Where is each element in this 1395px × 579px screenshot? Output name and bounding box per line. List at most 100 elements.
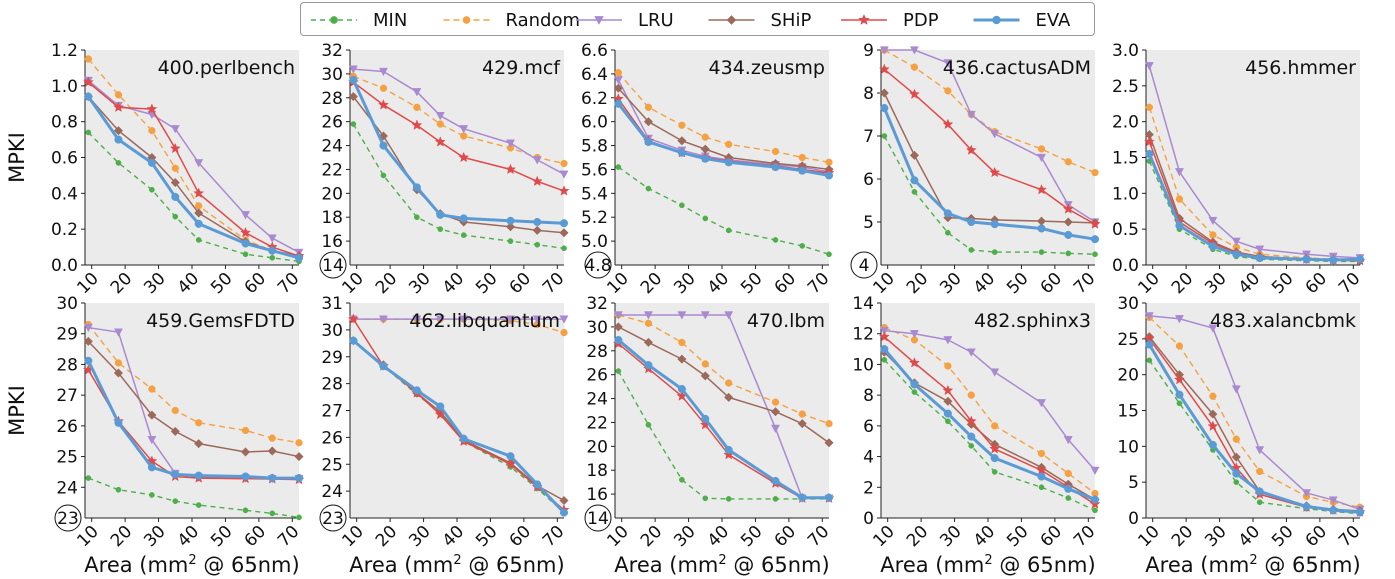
axis-break-label: 23 (57, 509, 79, 529)
series-eva (1145, 149, 1365, 265)
x-tick-label: 60 (771, 522, 800, 551)
data-point-random (560, 159, 568, 168)
y-tick-label: 5.0 (581, 232, 608, 252)
x-tick-label: 30 (140, 269, 169, 298)
data-point-min (85, 475, 92, 481)
x-tick-label: 60 (1037, 522, 1066, 551)
data-point-pdp (558, 185, 570, 196)
series-line-random (883, 49, 1096, 174)
data-point-eva (880, 104, 889, 113)
series-eva (880, 104, 1100, 244)
y-tick-label: 8 (863, 84, 874, 104)
data-point-random (701, 360, 709, 368)
data-point-min (507, 238, 514, 244)
data-point-random (1145, 103, 1153, 111)
data-point-eva (1255, 253, 1264, 262)
legend-graphic: MIN Random LRU SHiP PDP EVA (311, 10, 1071, 31)
x-tick-label: 60 (771, 269, 800, 298)
y-tick-label: 24 (321, 137, 343, 157)
x-tick-label: 70 (1070, 522, 1099, 551)
data-point-eva (379, 141, 388, 150)
x-tick-label: 50 (737, 269, 766, 298)
data-point-pdp (989, 443, 1001, 454)
series-line-random (87, 324, 300, 444)
y-tick-label: 0.0 (1112, 256, 1139, 276)
data-point-random (771, 398, 780, 406)
data-point-min (881, 356, 888, 363)
legend-marker-ship (726, 15, 737, 25)
y-axis-title: MPKI (5, 132, 29, 183)
data-point-eva (1329, 255, 1338, 265)
y-tick-label: 26 (321, 428, 343, 448)
data-point-min (296, 514, 302, 521)
data-point-min (195, 502, 202, 508)
data-point-min (1233, 479, 1240, 486)
data-point-min (772, 496, 779, 502)
panel-title: 459.GemsFDTD (146, 310, 295, 332)
data-point-lru (1328, 496, 1338, 505)
series-eva (349, 75, 569, 228)
y-tick-label: 6.6 (581, 41, 608, 61)
data-point-lru (643, 311, 653, 320)
data-point-random (1256, 467, 1264, 476)
data-point-eva (1302, 255, 1311, 264)
x-tick-label: 30 (405, 522, 434, 551)
data-point-min (1256, 499, 1263, 506)
y-tick-label: 20 (321, 184, 343, 204)
y-tick-label: 0 (863, 509, 874, 529)
x-tick-label: 30 (936, 269, 965, 298)
y-tick-label: 25 (1117, 330, 1139, 350)
data-point-lru (1255, 245, 1265, 254)
series-line-lru (884, 49, 1096, 223)
data-point-pdp (1035, 183, 1048, 195)
data-point-pdp (504, 458, 517, 469)
x-tick-label: 70 (1335, 269, 1364, 298)
x-axis-title: Area (mm2 @ 65nm) (84, 553, 299, 577)
data-point-random (1037, 145, 1046, 153)
panel-title: 400.perlbench (158, 57, 295, 79)
data-point-random (1175, 342, 1184, 350)
y-tick-label: 22 (586, 413, 608, 433)
y-tick-label: 30 (1117, 294, 1139, 314)
data-point-min (380, 172, 387, 179)
series-line-eva (617, 102, 830, 177)
x-tick-label: 20 (903, 269, 932, 298)
x-tick-label: 20 (1168, 269, 1197, 298)
data-point-pdp (965, 144, 977, 155)
series-line-random (1148, 316, 1361, 508)
data-point-min (1092, 507, 1098, 514)
data-point-eva (1064, 230, 1073, 239)
data-point-eva (644, 137, 653, 147)
data-point-eva (412, 386, 421, 395)
series-line-pdp (883, 68, 1096, 225)
data-point-eva (1090, 495, 1100, 504)
data-point-lru (378, 67, 388, 77)
data-point-random (678, 338, 686, 347)
data-point-random (967, 391, 975, 399)
data-point-pdp (942, 118, 954, 130)
panel-title: 470.lbm (747, 310, 825, 332)
data-point-eva (1302, 502, 1311, 511)
data-point-eva (194, 219, 203, 228)
data-point-random (171, 164, 179, 172)
data-point-pdp (377, 99, 389, 110)
data-point-lru (1174, 315, 1184, 324)
series-line-random (617, 72, 830, 163)
data-point-min (725, 227, 732, 234)
axis-break-circle (850, 251, 878, 279)
data-point-random (560, 328, 568, 337)
data-point-lru (909, 46, 919, 55)
legend-marker-lru (594, 16, 604, 25)
data-point-lru (724, 311, 734, 320)
data-point-eva (114, 418, 123, 427)
legend-label-lru: LRU (638, 10, 674, 31)
series-random (84, 320, 303, 447)
data-point-eva (349, 336, 358, 345)
y-tick-label: 5 (1128, 473, 1139, 493)
axis-break-label: 14 (322, 256, 344, 276)
y-tick-label: 0 (1128, 509, 1139, 529)
data-point-min (1038, 249, 1045, 255)
y-tick-label: 6 (863, 417, 874, 437)
series-line-eva (86, 360, 299, 480)
data-point-lru (990, 368, 1000, 377)
